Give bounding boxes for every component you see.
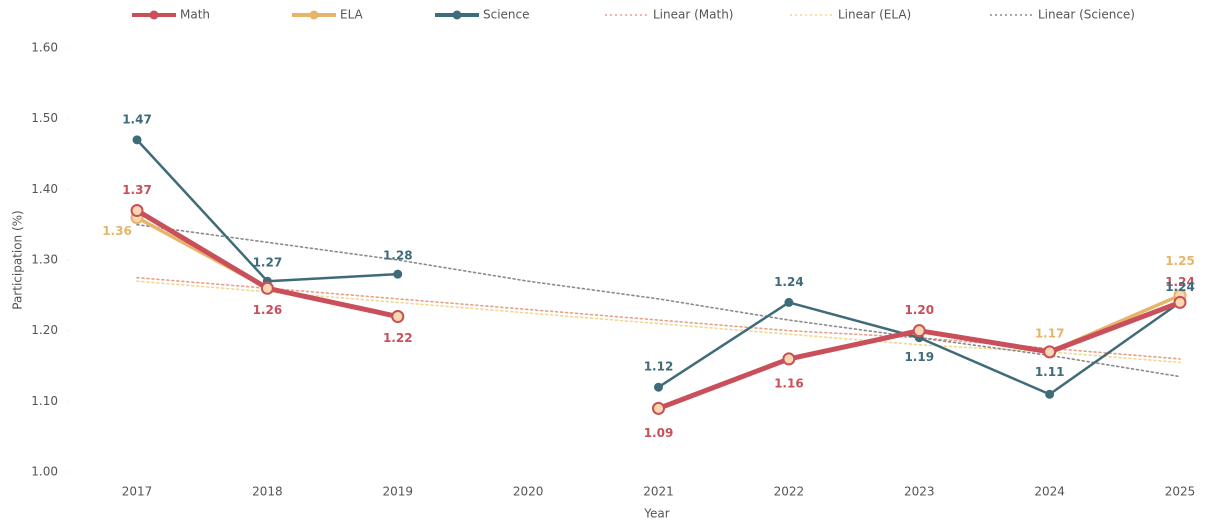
data-point	[1045, 389, 1055, 399]
x-axis-title: Year	[643, 507, 669, 521]
x-tick-label: 2025	[1165, 485, 1196, 499]
legend-label: ELA	[340, 8, 364, 22]
x-tick-label: 2017	[122, 485, 153, 499]
data-label: 1.37	[122, 183, 152, 197]
data-point	[391, 310, 405, 324]
data-label: 1.36	[102, 224, 132, 238]
data-point	[654, 382, 663, 392]
data-point	[260, 281, 274, 295]
data-label: 1.26	[253, 303, 283, 317]
legend-marker	[149, 10, 159, 20]
y-tick-label: 1.30	[31, 253, 58, 267]
data-point	[784, 297, 794, 307]
data-label: 1.22	[383, 331, 413, 345]
data-label: 1.11	[1035, 365, 1065, 379]
data-point	[130, 204, 144, 218]
data-label: 1.16	[774, 376, 804, 390]
y-tick-label: 1.10	[31, 394, 58, 408]
data-label: 1.19	[904, 350, 934, 364]
x-tick-label: 2018	[252, 485, 283, 499]
data-point	[652, 401, 665, 415]
data-label: 1.24	[1165, 275, 1195, 289]
x-tick-label: 2021	[643, 485, 674, 499]
data-label: 1.28	[383, 249, 413, 263]
data-label: 1.17	[1035, 326, 1065, 340]
trend-line	[136, 223, 1181, 378]
data-label: 1.47	[122, 112, 152, 126]
data-label: 1.24	[1165, 280, 1195, 294]
legend-label: Linear (Math)	[653, 8, 734, 22]
legend-marker	[309, 10, 319, 20]
data-point	[1173, 295, 1187, 309]
y-tick-label: 1.50	[31, 111, 58, 125]
data-label: 1.27	[253, 256, 283, 270]
legend-marker	[452, 10, 462, 20]
data-point	[132, 135, 142, 145]
data-point	[782, 352, 796, 366]
data-point	[912, 324, 926, 338]
legend-label: Linear (ELA)	[838, 8, 911, 22]
data-label: 1.25	[1165, 254, 1195, 268]
x-tick-label: 2024	[1034, 485, 1065, 499]
data-point	[1043, 345, 1057, 359]
data-label: 1.24	[774, 275, 804, 289]
data-label: 1.20	[904, 303, 934, 317]
data-label: 1.12	[644, 360, 674, 374]
x-tick-label: 2020	[513, 485, 544, 499]
y-tick-label: 1.60	[31, 41, 58, 55]
legend-label: Linear (Science)	[1038, 8, 1135, 22]
data-label: 1.09	[644, 426, 674, 440]
y-tick-label: 1.40	[31, 182, 58, 196]
x-tick-label: 2022	[774, 485, 805, 499]
legend-label: Science	[483, 8, 530, 22]
x-tick-label: 2023	[904, 485, 935, 499]
y-tick-label: 1.20	[31, 323, 58, 337]
legend-label: Math	[180, 8, 210, 22]
data-point	[393, 269, 403, 279]
y-axis-title: Participation (%)	[11, 210, 25, 310]
x-tick-label: 2019	[382, 485, 413, 499]
y-tick-label: 1.00	[31, 465, 58, 479]
